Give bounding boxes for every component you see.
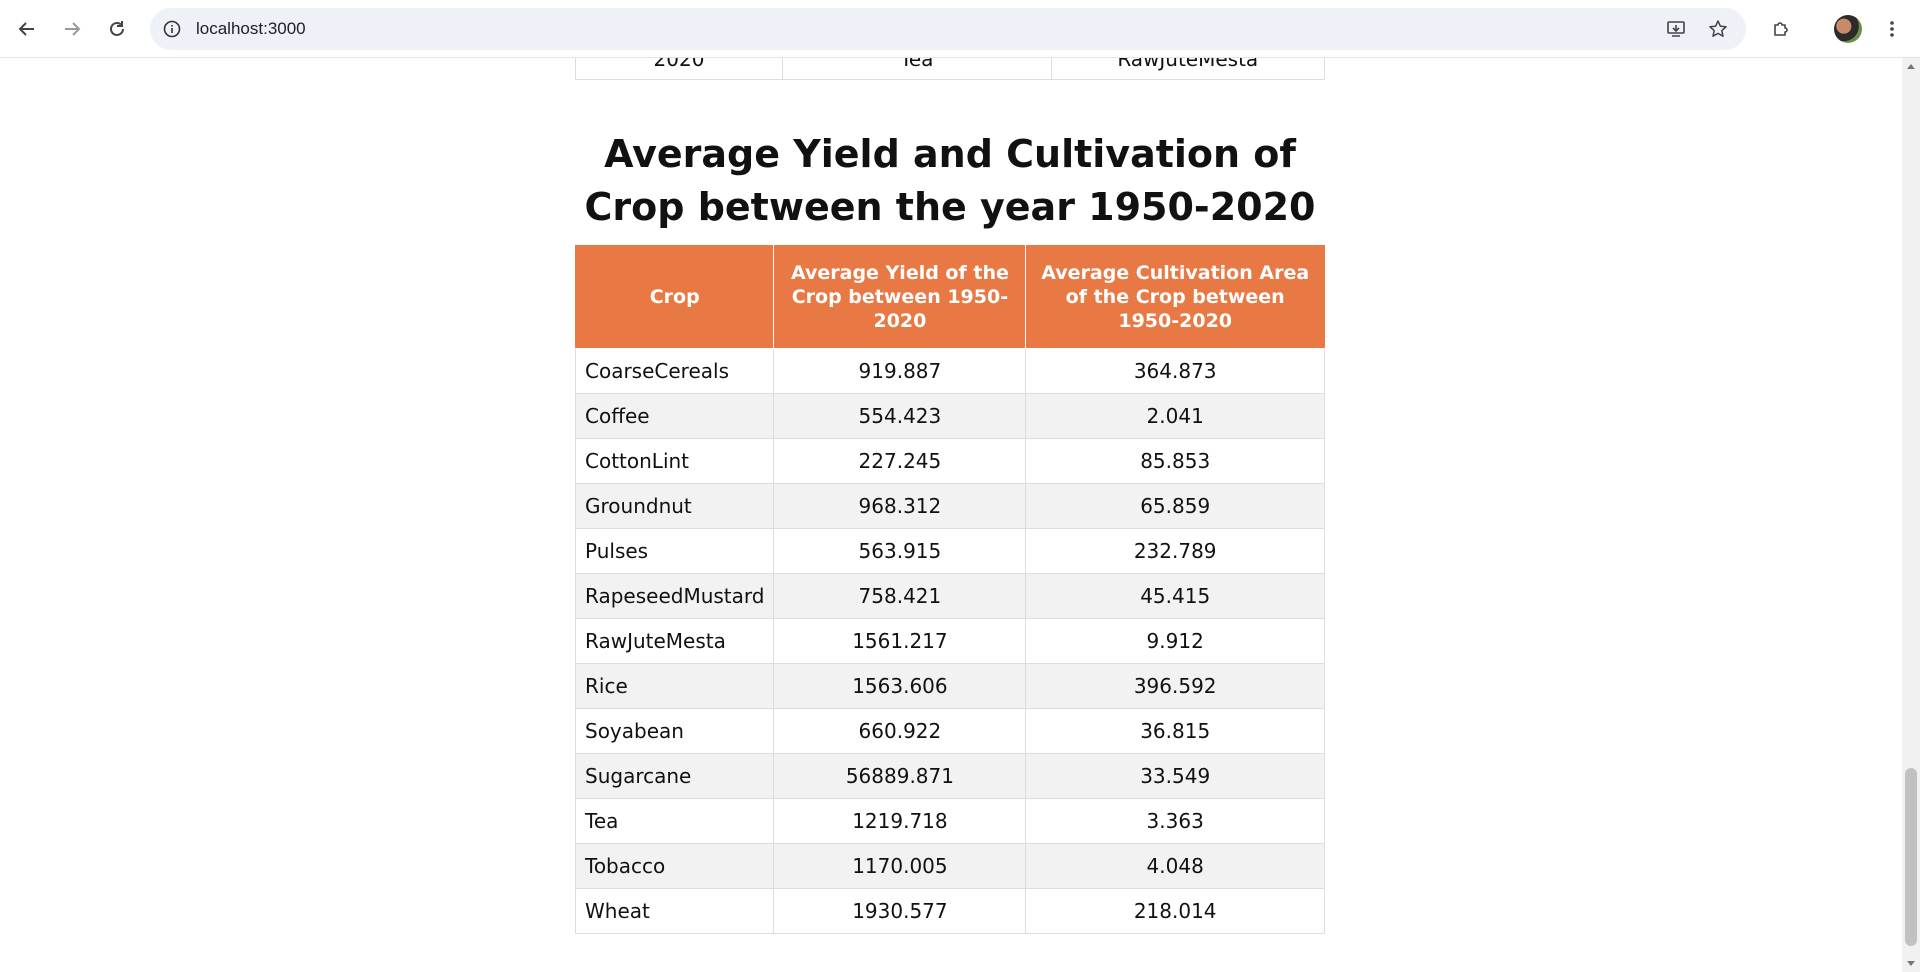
- star-icon: [1709, 20, 1727, 37]
- cell-yield: 1563.606: [773, 663, 1027, 709]
- browser-menu-button[interactable]: [1875, 12, 1909, 46]
- cell-area: 4.048: [1025, 843, 1325, 889]
- cell-crop: CoarseCereals: [574, 348, 775, 394]
- reload-button[interactable]: [100, 12, 134, 46]
- extensions-button[interactable]: [1764, 12, 1798, 46]
- column-header-yield: Average Yield of the Crop between 1950-2…: [773, 245, 1027, 349]
- cell-crop: CottonLint: [574, 438, 775, 484]
- table-row: Soyabean 660.922 36.815: [574, 708, 1325, 754]
- cell-crop: Tea: [574, 798, 775, 844]
- arrow-right-icon: [65, 22, 81, 36]
- cell-yield: 919.887: [773, 348, 1027, 394]
- table-row: Coffee 554.423 2.041: [574, 393, 1325, 439]
- column-header-crop: Crop: [574, 245, 775, 349]
- cell-area: 33.549: [1025, 753, 1325, 799]
- address-bar[interactable]: localhost:3000: [150, 8, 1746, 50]
- cell-area: 9.912: [1025, 618, 1325, 664]
- cell-crop: Tobacco: [574, 843, 775, 889]
- cell-crop: RapeseedMustard: [574, 573, 775, 619]
- cell-yield: 758.421: [773, 573, 1027, 619]
- table-row: CottonLint 227.245 85.853: [574, 438, 1325, 484]
- arrow-left-icon: [18, 22, 34, 36]
- site-info-button[interactable]: [160, 17, 184, 41]
- scrollbar-thumb[interactable]: [1905, 768, 1917, 946]
- back-button[interactable]: [10, 12, 44, 46]
- table-row: CoarseCereals 919.887 364.873: [574, 348, 1325, 394]
- cell-area: 3.363: [1025, 798, 1325, 844]
- table-cell: Tea: [782, 58, 1052, 80]
- cell-area: 85.853: [1025, 438, 1325, 484]
- table-row: Tea 1219.718 3.363: [574, 798, 1325, 844]
- cell-crop: Rice: [574, 663, 775, 709]
- cell-crop: Pulses: [574, 528, 775, 574]
- bookmark-button[interactable]: [1706, 17, 1730, 41]
- page-viewport: 2020 Tea RawJuteMesta Average Yield and …: [0, 58, 1902, 972]
- cell-yield: 56889.871: [773, 753, 1027, 799]
- cell-area: 232.789: [1025, 528, 1325, 574]
- cell-crop: Soyabean: [574, 708, 775, 754]
- cell-yield: 1219.718: [773, 798, 1027, 844]
- puzzle-icon: [1774, 22, 1788, 36]
- cell-crop: Coffee: [574, 393, 775, 439]
- column-header-area: Average Cultivation Area of the Crop bet…: [1025, 245, 1325, 349]
- browser-toolbar: localhost:3000: [0, 0, 1920, 58]
- table-row: RawJuteMesta 1561.217 9.912: [574, 618, 1325, 664]
- table-row: Groundnut 968.312 65.859: [574, 483, 1325, 529]
- cell-yield: 1561.217: [773, 618, 1027, 664]
- page-scrollbar[interactable]: [1902, 58, 1920, 972]
- table-cell: 2020: [574, 58, 784, 80]
- scroll-down-arrow-icon[interactable]: [1907, 961, 1915, 966]
- cell-crop: Wheat: [574, 888, 775, 934]
- section-title: Average Yield and Cultivation of Crop be…: [584, 132, 1316, 229]
- cell-yield: 660.922: [773, 708, 1027, 754]
- cell-yield: 1170.005: [773, 843, 1027, 889]
- cell-yield: 1930.577: [773, 888, 1027, 934]
- cell-yield: 554.423: [773, 393, 1027, 439]
- cell-yield: 563.915: [773, 528, 1027, 574]
- profile-avatar[interactable]: [1834, 15, 1862, 43]
- scroll-up-arrow-icon[interactable]: [1907, 64, 1915, 69]
- table-row: Wheat 1930.577 218.014: [574, 888, 1325, 934]
- forward-button[interactable]: [55, 12, 89, 46]
- cell-area: 45.415: [1025, 573, 1325, 619]
- cell-area: 36.815: [1025, 708, 1325, 754]
- cell-yield: 968.312: [773, 483, 1027, 529]
- info-icon: [163, 20, 181, 38]
- table-cell: RawJuteMesta: [1050, 58, 1325, 80]
- table-row: Rice 1563.606 396.592: [574, 663, 1325, 709]
- table-row: RapeseedMustard 758.421 45.415: [574, 573, 1325, 619]
- url-text[interactable]: localhost:3000: [196, 19, 306, 38]
- table-row: Tobacco 1170.005 4.048: [574, 843, 1325, 889]
- cell-area: 65.859: [1025, 483, 1325, 529]
- cell-area: 218.014: [1025, 888, 1325, 934]
- reload-icon: [110, 21, 124, 36]
- cell-area: 2.041: [1025, 393, 1325, 439]
- cell-area: 396.592: [1025, 663, 1325, 709]
- cell-crop: Sugarcane: [574, 753, 775, 799]
- previous-table-remnant: 2020 Tea RawJuteMesta: [574, 58, 1325, 80]
- cell-crop: Groundnut: [574, 483, 775, 529]
- table-row: Pulses 563.915 232.789: [574, 528, 1325, 574]
- crop-yield-table: Crop Average Yield of the Crop between 1…: [574, 245, 1325, 934]
- table-row: Sugarcane 56889.871 33.549: [574, 753, 1325, 799]
- install-app-button[interactable]: [1664, 17, 1688, 41]
- table-row: 2020 Tea RawJuteMesta: [574, 58, 1325, 80]
- cell-crop: RawJuteMesta: [574, 618, 775, 664]
- table-header-row: Crop Average Yield of the Crop between 1…: [574, 245, 1325, 349]
- install-icon: [1667, 21, 1685, 37]
- cell-yield: 227.245: [773, 438, 1027, 484]
- cell-area: 364.873: [1025, 348, 1325, 394]
- more-vert-icon: [1890, 21, 1894, 37]
